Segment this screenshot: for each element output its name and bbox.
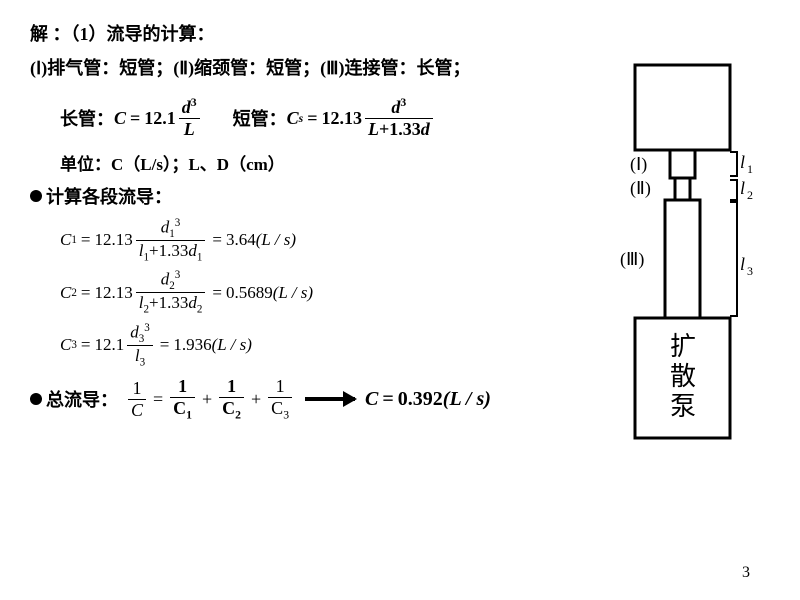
pump-char-3: 泵 (670, 392, 696, 421)
svg-text:2: 2 (747, 188, 753, 202)
long-eq: = (130, 108, 140, 129)
short-den-d: d (421, 119, 430, 139)
units-text: 单位：C（L/s）；L、D（cm） (60, 150, 285, 175)
short-exp: 3 (400, 96, 406, 109)
label-III: (Ⅲ) (620, 249, 644, 270)
c1-numd: d (161, 218, 170, 237)
total-lhs-den: C (128, 400, 146, 421)
bullet-icon-2 (30, 393, 42, 405)
long-num-d: d (182, 97, 191, 117)
c1-k: 1.33 (159, 241, 189, 260)
c2-k: 1.33 (159, 293, 189, 312)
c2-res: 0.5689 (226, 283, 273, 303)
c2-dendsub: 2 (197, 304, 203, 316)
pump-char-2: 散 (670, 362, 696, 391)
t1-sub: 1 (186, 409, 192, 422)
t1-num: 1 (170, 376, 195, 398)
short-den-l: L (368, 119, 379, 139)
short-plus: + (379, 119, 389, 139)
page-num-text: 3 (742, 564, 750, 581)
bullet-icon (30, 190, 42, 202)
t2-sub: 2 (235, 409, 241, 422)
header-line2: (Ⅰ)排气管：短管；(Ⅱ)缩颈管：短管；(Ⅲ)连接管：长管； (30, 54, 471, 80)
short-pipe-label: 短管： (233, 105, 287, 131)
t2-den: C (222, 398, 235, 418)
long-den: L (179, 119, 200, 140)
c3-unit: (L / s) (212, 335, 252, 355)
c1-lhs: C (60, 230, 71, 250)
total-res-val: 0.392 (398, 388, 443, 411)
c3-res: 1.936 (173, 335, 211, 355)
c3-numd: d (130, 323, 139, 342)
t3-den: C (271, 398, 283, 418)
c3-denlsub: 3 (140, 356, 146, 368)
c2-numexp: 3 (175, 269, 181, 281)
c3-lhs: C (60, 335, 71, 355)
c1-coef: 12.13 (94, 230, 132, 250)
c3-sub: 3 (71, 339, 77, 351)
c1-numsub: 1 (169, 228, 175, 240)
c1-unit: (L / s) (256, 230, 296, 250)
c1-numexp: 3 (175, 217, 181, 229)
c1-plus: + (149, 241, 159, 260)
header-line1: 解 ：（1）流导的计算： (30, 20, 215, 46)
t3-num: 1 (268, 376, 292, 398)
svg-text:l: l (740, 254, 745, 274)
short-k: 1.33 (389, 119, 421, 139)
total-res-lhs: C (365, 388, 378, 411)
c2-plus: + (149, 293, 159, 312)
c2-dend: d (188, 293, 197, 312)
t2-num: 1 (219, 376, 244, 398)
c1-dendsub: 1 (197, 251, 203, 263)
c2-numsub: 2 (169, 280, 175, 292)
arrow-icon (305, 397, 355, 401)
c2-unit: (L / s) (273, 283, 313, 303)
section-calc-text: 计算各段流导： (46, 183, 172, 209)
t3-sub: 3 (283, 409, 289, 422)
c2-coef: 12.13 (94, 283, 132, 303)
short-c: C (287, 108, 299, 129)
c3-coef: 12.1 (94, 335, 124, 355)
page-number: 3 (742, 564, 750, 582)
label-II: (Ⅱ) (630, 178, 651, 199)
long-coef: 12.1 (144, 108, 176, 129)
svg-text:3: 3 (747, 264, 753, 278)
c1-sub: 1 (71, 234, 77, 246)
svg-text:l: l (740, 178, 745, 198)
c3-numexp: 3 (144, 322, 150, 334)
pump-char-1: 扩 (670, 332, 696, 361)
c2-sub: 2 (71, 287, 77, 299)
total-lhs-num: 1 (128, 378, 146, 400)
c3-numsub: 3 (139, 333, 145, 345)
short-coef: 12.13 (321, 108, 362, 129)
long-pipe-label: 长管： (60, 105, 114, 131)
short-sub: s (299, 112, 304, 125)
long-exp: 3 (191, 96, 197, 109)
label-I: (Ⅰ) (630, 154, 647, 175)
long-c: C (114, 108, 126, 129)
total-label: 总流导： (46, 386, 118, 412)
c2-numd: d (161, 270, 170, 289)
t1-den: C (173, 398, 186, 418)
c1-res: 3.64 (226, 230, 256, 250)
svg-text:1: 1 (747, 162, 753, 176)
solution-header: 解 ：（1）流导的计算： (30, 20, 770, 46)
pipe-diagram: (Ⅰ) (Ⅱ) (Ⅲ) l 1 l 2 l 3 扩 散 泵 (615, 60, 775, 445)
total-res-unit: (L / s) (443, 388, 491, 411)
c1-dend: d (188, 241, 197, 260)
svg-text:l: l (740, 152, 745, 172)
c2-lhs: C (60, 283, 71, 303)
